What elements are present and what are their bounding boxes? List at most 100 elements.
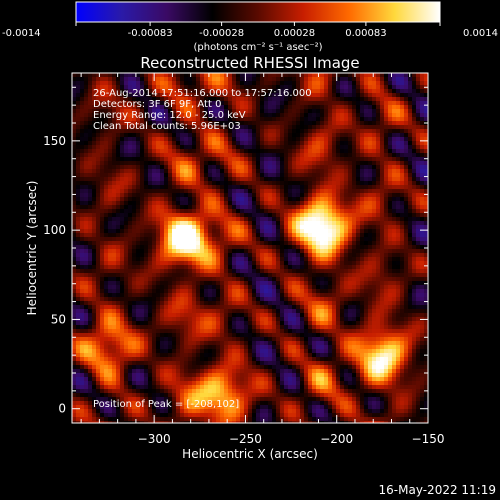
heatmap-cell: [404, 177, 409, 182]
heatmap-cell: [344, 229, 349, 234]
heatmap-cell: [80, 77, 85, 82]
heatmap-cell: [396, 89, 401, 94]
heatmap-cell: [256, 101, 261, 106]
heatmap-cell: [280, 145, 285, 150]
heatmap-cell: [312, 141, 317, 146]
heatmap-cell: [220, 285, 225, 290]
heatmap-cell: [140, 153, 145, 158]
heatmap-cell: [276, 165, 281, 170]
heatmap-cell: [360, 285, 365, 290]
heatmap-cell: [304, 181, 309, 186]
heatmap-cell: [380, 281, 385, 286]
heatmap-cell: [236, 189, 241, 194]
heatmap-cell: [220, 133, 225, 138]
heatmap-cell: [160, 237, 165, 242]
heatmap-cell: [192, 233, 197, 238]
heatmap-cell: [304, 237, 309, 242]
heatmap-cell: [284, 141, 289, 146]
heatmap-cell: [224, 237, 229, 242]
heatmap-cell: [384, 85, 389, 90]
heatmap-cell: [264, 77, 269, 82]
heatmap-cell: [336, 281, 341, 286]
heatmap-cell: [76, 189, 81, 194]
heatmap-cell: [160, 289, 165, 294]
heatmap-cell: [248, 137, 253, 142]
heatmap-cell: [372, 289, 377, 294]
heatmap-cell: [364, 89, 369, 94]
heatmap-cell: [128, 217, 133, 222]
heatmap-cell: [248, 173, 253, 178]
heatmap-cell: [232, 185, 237, 190]
heatmap-cell: [104, 181, 109, 186]
heatmap-cell: [272, 105, 277, 110]
heatmap-cell: [264, 249, 269, 254]
heatmap-cell: [288, 141, 293, 146]
heatmap-cell: [420, 221, 425, 226]
heatmap-cell: [336, 273, 341, 278]
heatmap-cell: [232, 213, 237, 218]
heatmap-cell: [276, 281, 281, 286]
heatmap-cell: [424, 105, 428, 110]
heatmap-cell: [404, 245, 409, 250]
heatmap-cell: [108, 249, 113, 254]
heatmap-cell: [236, 97, 241, 102]
heatmap-cell: [388, 101, 393, 106]
heatmap-cell: [100, 189, 105, 194]
heatmap-cell: [244, 109, 249, 114]
heatmap-cell: [384, 249, 389, 254]
heatmap-cell: [420, 197, 425, 202]
heatmap-cell: [164, 289, 169, 294]
heatmap-cell: [340, 81, 345, 86]
heatmap-cell: [196, 197, 201, 202]
heatmap-cell: [128, 165, 133, 170]
heatmap-cell: [224, 165, 229, 170]
heatmap-cell: [80, 161, 85, 166]
heatmap-cell: [264, 81, 269, 86]
heatmap-cell: [136, 257, 141, 262]
heatmap-cell: [332, 137, 337, 142]
heatmap-cell: [188, 113, 193, 118]
heatmap-cell: [72, 257, 77, 262]
heatmap-cell: [348, 185, 353, 190]
heatmap-cell: [224, 257, 229, 262]
heatmap-cell: [360, 245, 365, 250]
heatmap-cell: [332, 277, 337, 282]
heatmap-cell: [204, 245, 209, 250]
heatmap-cell: [412, 237, 417, 242]
heatmap-cell: [296, 273, 301, 278]
heatmap-cell: [352, 217, 357, 222]
heatmap-cell: [132, 197, 137, 202]
heatmap-cell: [144, 101, 149, 106]
heatmap-cell: [316, 249, 321, 254]
heatmap-cell: [424, 201, 428, 206]
heatmap-cell: [344, 157, 349, 162]
heatmap-cell: [140, 121, 145, 126]
heatmap-cell: [320, 261, 325, 266]
heatmap-cell: [308, 113, 313, 118]
heatmap-cell: [280, 249, 285, 254]
heatmap-cell: [108, 129, 113, 134]
heatmap-cell: [296, 89, 301, 94]
heatmap-cell: [132, 97, 137, 102]
heatmap-cell: [156, 229, 161, 234]
heatmap-cell: [216, 277, 221, 282]
heatmap-cell: [392, 129, 397, 134]
heatmap-cell: [92, 165, 97, 170]
heatmap-cell: [340, 189, 345, 194]
heatmap-cell: [340, 193, 345, 198]
heatmap-cell: [204, 253, 209, 258]
heatmap-cell: [168, 157, 173, 162]
heatmap-cell: [152, 153, 157, 158]
heatmap-cell: [140, 105, 145, 110]
heatmap-cell: [256, 165, 261, 170]
heatmap-cell: [340, 109, 345, 114]
heatmap-cell: [244, 169, 249, 174]
heatmap-cell: [76, 213, 81, 218]
heatmap-cell: [376, 165, 381, 170]
heatmap-cell: [200, 233, 205, 238]
heatmap-cell: [208, 293, 213, 298]
heatmap-cell: [312, 253, 317, 258]
heatmap-cell: [112, 265, 117, 270]
heatmap-cell: [180, 253, 185, 258]
heatmap-cell: [412, 285, 417, 290]
